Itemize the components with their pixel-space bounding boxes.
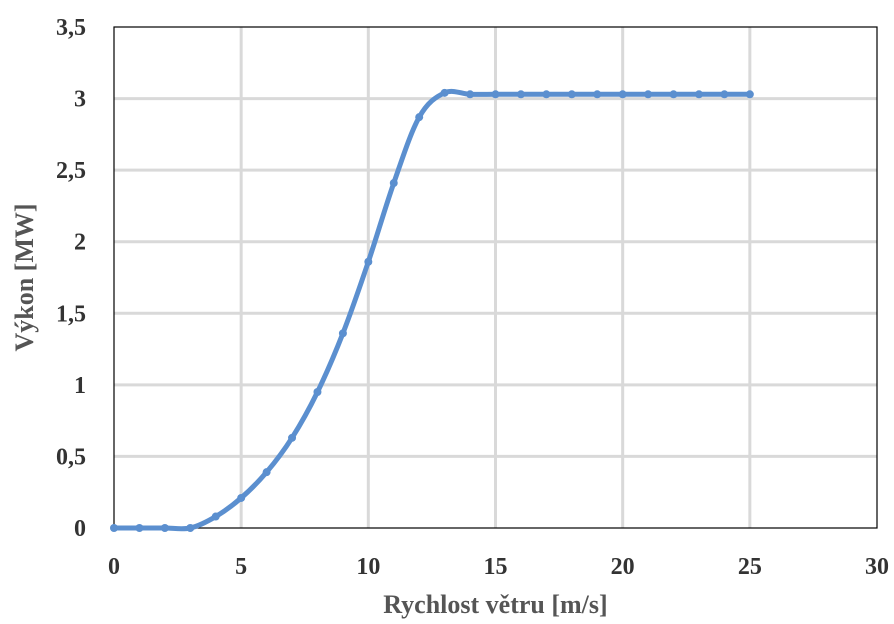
data-point [237,493,246,502]
data-point [491,90,500,99]
x-axis-title: Rychlost větru [m/s] [383,590,607,619]
x-tick-label: 10 [356,554,380,580]
y-tick-label: 1,5 [56,301,86,327]
series-layer [110,88,754,532]
data-point [389,179,398,188]
y-tick-label: 2,5 [56,158,86,184]
y-tick-label: 3,5 [56,15,86,41]
data-point [262,468,271,477]
data-point [135,524,144,532]
data-point [440,88,449,97]
data-point [745,90,754,99]
x-tick-label: 25 [738,554,762,580]
data-point [542,90,551,99]
y-tick-label: 3 [74,87,86,113]
data-point [694,90,703,99]
x-tick-label: 20 [611,554,635,580]
data-point [618,90,627,99]
y-tick-label: 2 [74,230,86,256]
x-tick-label: 5 [235,554,247,580]
tick-label-layer: 0 5 10 15 20 25 30 0 0,5 1 1,5 2 2,5 3 3,5 [56,15,889,580]
y-tick-label: 1 [74,373,86,399]
data-point [364,257,373,266]
data-point [720,90,729,99]
data-point [466,90,475,99]
y-tick-label: 0,5 [56,444,86,470]
data-point [415,113,424,122]
x-tick-label: 0 [108,554,120,580]
data-point [338,329,347,338]
data-point [593,90,602,99]
series-line [111,88,753,532]
data-point [288,433,297,442]
data-point [160,524,169,532]
plot-area-border [113,26,878,529]
grid-layer [114,27,877,528]
data-point [211,512,220,521]
data-point [186,524,195,532]
x-tick-label: 15 [484,554,508,580]
y-tick-label: 0 [74,516,86,542]
data-point [110,524,118,532]
data-point [567,90,576,99]
data-point [669,90,678,99]
data-point [644,90,653,99]
y-axis-title: Výkon [MW] [10,203,39,351]
data-point [313,388,322,397]
x-tick-label: 30 [865,554,889,580]
data-point [516,90,525,99]
